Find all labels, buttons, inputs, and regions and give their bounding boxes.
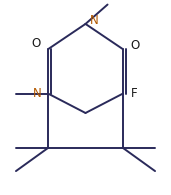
Text: O: O	[130, 39, 139, 52]
Text: N: N	[33, 87, 42, 100]
Text: N: N	[90, 14, 98, 27]
Text: F: F	[131, 87, 138, 100]
Text: O: O	[32, 37, 41, 50]
